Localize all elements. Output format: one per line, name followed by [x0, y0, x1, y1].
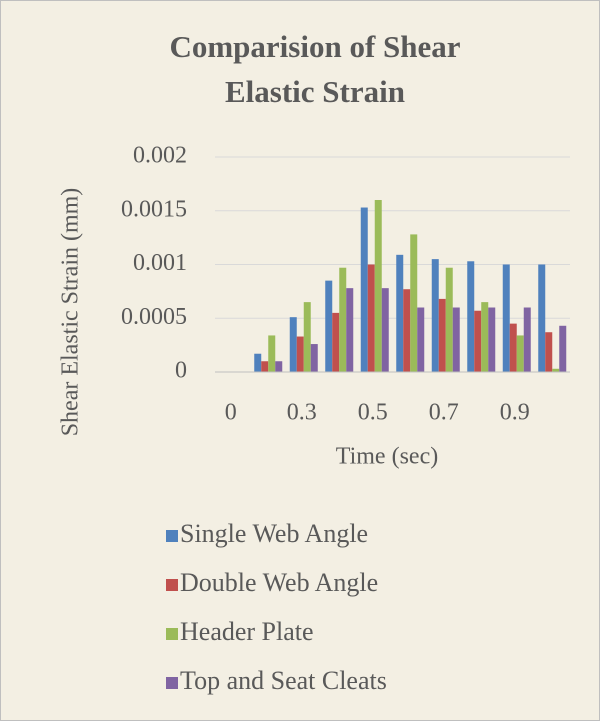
bar [474, 310, 482, 372]
bar [254, 353, 262, 372]
x-axis-label: Time (sec) [336, 444, 438, 470]
bar [516, 335, 524, 372]
bar [346, 288, 354, 372]
legend-swatch [166, 677, 178, 689]
y-tick-label: 0 [175, 358, 187, 384]
bar [538, 264, 546, 372]
bar [523, 307, 531, 372]
bar [417, 307, 425, 372]
bar [403, 289, 411, 372]
y-tick-label: 0.001 [133, 250, 187, 276]
legend-swatch [166, 628, 178, 640]
bar [381, 288, 389, 372]
x-tick-label: 0.5 [358, 400, 388, 426]
legend-label: Double Web Angle [180, 568, 378, 597]
bar [552, 368, 560, 372]
legend-label: Header Plate [180, 617, 314, 646]
bar [545, 332, 553, 372]
bar [559, 325, 567, 372]
bar [481, 302, 489, 372]
legend-label: Top and Seat Cleats [180, 666, 387, 695]
bar [509, 323, 517, 372]
bar [445, 267, 453, 372]
legend-label: Single Web Angle [180, 519, 368, 548]
bar [296, 336, 304, 372]
x-tick-label: 0.9 [500, 400, 530, 426]
x-tick-label: 0.7 [429, 400, 459, 426]
y-axis-label: Shear Elastic Strain (mm) [58, 188, 84, 437]
bar [467, 261, 475, 372]
bar [289, 317, 297, 372]
y-tick-label: 0.0015 [121, 196, 187, 222]
y-tick-label: 0.0005 [121, 304, 187, 330]
bar [360, 207, 368, 372]
bar [339, 267, 347, 372]
bar [268, 335, 276, 372]
bar [502, 264, 510, 372]
bar [332, 312, 340, 372]
bar [396, 254, 404, 372]
bar [410, 234, 418, 372]
bar [374, 200, 382, 372]
bar [367, 264, 375, 372]
y-tick-label: 0.002 [133, 143, 187, 169]
bar [431, 259, 439, 372]
bar [325, 280, 333, 372]
legend-swatch [166, 579, 178, 591]
x-tick-label: 0.3 [287, 400, 317, 426]
bar [488, 307, 496, 372]
bar [261, 361, 269, 372]
bar [303, 302, 311, 372]
bar [310, 344, 318, 372]
bar [275, 361, 283, 372]
chart-title: Comparision of Shear [169, 29, 460, 64]
bar [438, 298, 446, 372]
bar [452, 307, 460, 372]
x-tick-label: 0 [225, 400, 237, 426]
legend-swatch [166, 530, 178, 542]
chart-title: Elastic Strain [225, 74, 405, 109]
